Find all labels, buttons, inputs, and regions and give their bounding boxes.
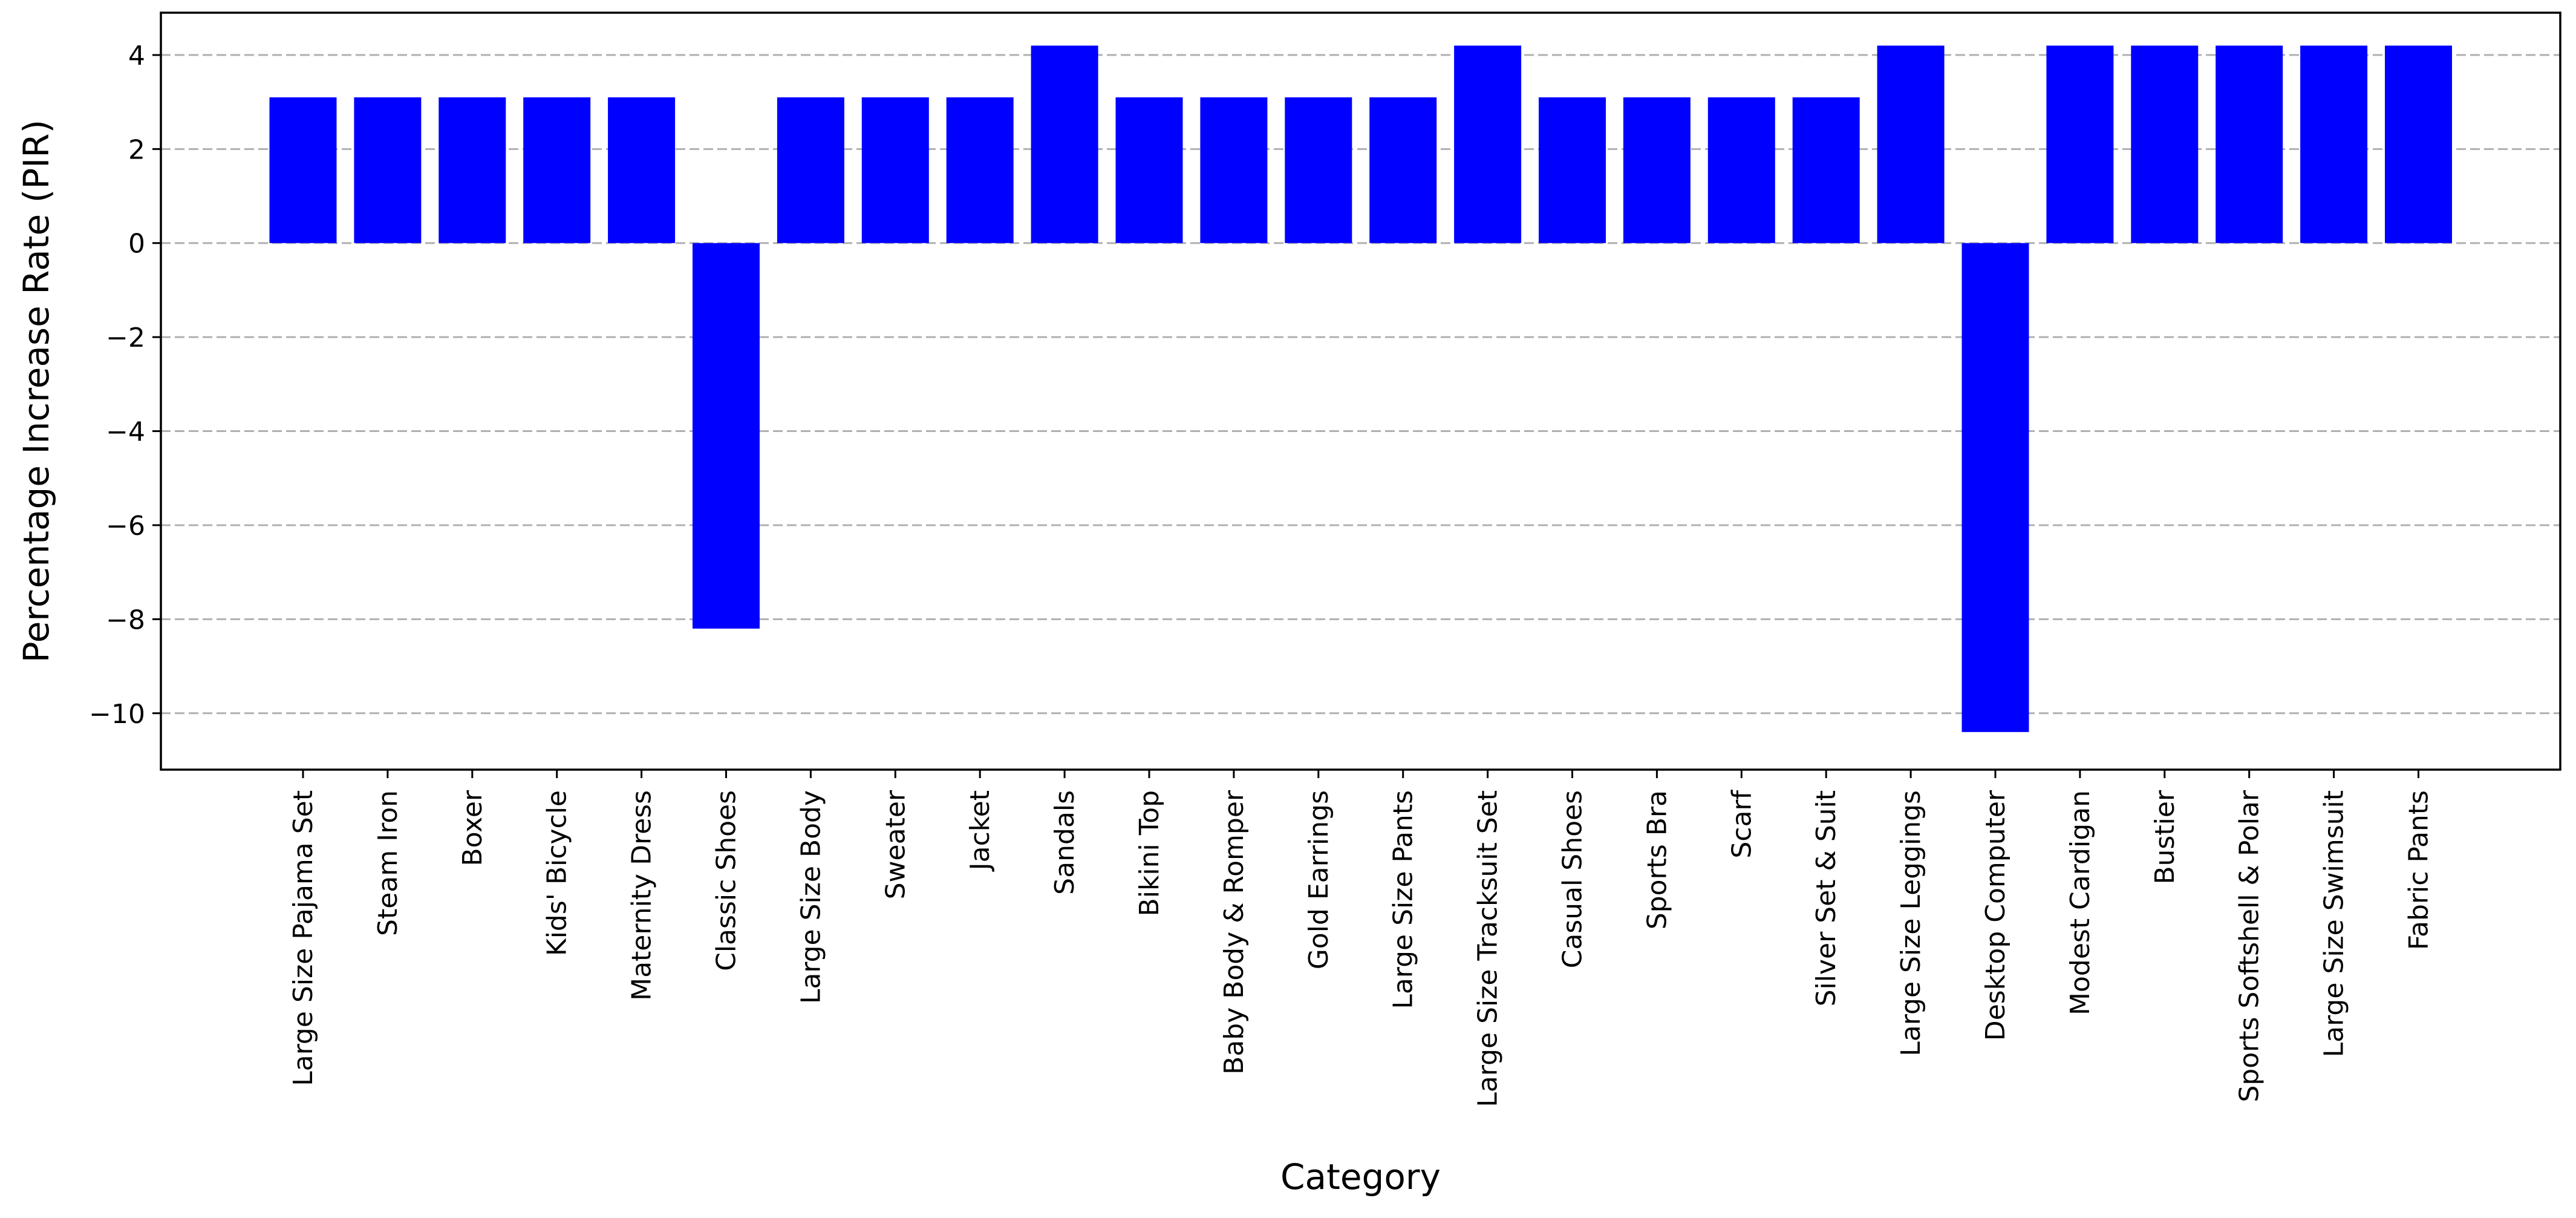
bar xyxy=(2131,45,2199,243)
x-tick-label: Scarf xyxy=(1726,789,1757,858)
x-axis-label: Category xyxy=(1280,1156,1441,1197)
y-tick-label: 2 xyxy=(128,134,145,165)
bar xyxy=(1454,45,1522,243)
x-tick-label: Classic Shoes xyxy=(711,790,742,971)
x-tick-label: Large Size Swimsuit xyxy=(2319,790,2350,1057)
y-tick-label: −2 xyxy=(106,323,145,353)
bar xyxy=(1623,97,1691,243)
bar xyxy=(2300,45,2368,243)
x-tick-label: Bikini Top xyxy=(1134,790,1165,916)
bar xyxy=(1285,97,1352,243)
x-tick-label: Large Size Body xyxy=(795,790,826,1004)
x-tick-label: Large Size Pants xyxy=(1388,790,1419,1009)
bar xyxy=(1877,45,1945,243)
bar xyxy=(523,97,591,243)
y-tick-label: −10 xyxy=(89,699,145,730)
x-tick-label: Kids' Bicycle xyxy=(542,790,573,956)
bar xyxy=(2385,45,2452,243)
x-tick-label: Steam Iron xyxy=(373,790,403,936)
x-tick-label: Casual Shoes xyxy=(1557,790,1588,968)
x-tick-label: Baby Body & Romper xyxy=(1219,790,1250,1075)
bar xyxy=(608,97,676,243)
x-tick-label: Large Size Leggings xyxy=(1896,790,1926,1056)
x-tick-label: Sweater xyxy=(880,790,911,899)
x-tick-label: Gold Earrings xyxy=(1303,790,1334,969)
bar xyxy=(1961,243,2029,732)
bar xyxy=(1539,97,1606,243)
y-axis-ticks: −10 −8 −6 −4 −2 0 2 4 xyxy=(89,41,161,730)
x-tick-label: Fabric Pants xyxy=(2404,790,2434,950)
y-tick-label: 4 xyxy=(128,41,145,71)
x-tick-label: Jacket xyxy=(965,790,996,872)
bar xyxy=(1031,45,1098,243)
grid-lines xyxy=(161,54,2560,715)
plot-frame xyxy=(160,11,2561,771)
x-tick-label: Silver Set & Suit xyxy=(1811,790,1842,1006)
y-axis-label: Percentage Increase Rate (PIR) xyxy=(16,120,57,663)
x-tick-label: Maternity Dress xyxy=(627,790,657,1001)
bar xyxy=(693,243,760,629)
bar xyxy=(777,97,844,243)
x-tick-label: Bustier xyxy=(2150,790,2180,885)
bar xyxy=(1707,97,1775,243)
bar xyxy=(354,97,422,243)
x-tick-label: Desktop Computer xyxy=(1980,790,2011,1041)
bars xyxy=(269,45,2452,732)
x-tick-label: Large Size Pajama Set xyxy=(288,790,319,1086)
x-tick-label: Boxer xyxy=(457,790,488,866)
y-tick-label: 0 xyxy=(128,229,145,260)
bar xyxy=(861,97,929,243)
bar xyxy=(1369,97,1437,243)
bar xyxy=(269,97,337,243)
x-axis-ticks: Large Size Pajama Set Steam Iron Boxer Kids… xyxy=(288,770,2434,1107)
x-tick-label: Sandals xyxy=(1049,790,1080,895)
bar xyxy=(1200,97,1268,243)
x-tick-label: Large Size Tracksuit Set xyxy=(1473,790,1504,1107)
y-tick-label: −4 xyxy=(106,417,145,448)
y-tick-label: −8 xyxy=(106,604,145,635)
bar xyxy=(1115,97,1183,243)
bar xyxy=(439,97,506,243)
x-tick-label: Modest Cardigan xyxy=(2065,790,2096,1015)
bar xyxy=(946,97,1014,243)
x-tick-label: Sports Bra xyxy=(1642,790,1672,929)
bar xyxy=(2046,45,2114,243)
bar xyxy=(1792,97,1860,243)
y-tick-label: −6 xyxy=(106,511,145,542)
x-tick-label: Sports Softshell & Polar xyxy=(2234,790,2265,1102)
bar xyxy=(2216,45,2283,243)
